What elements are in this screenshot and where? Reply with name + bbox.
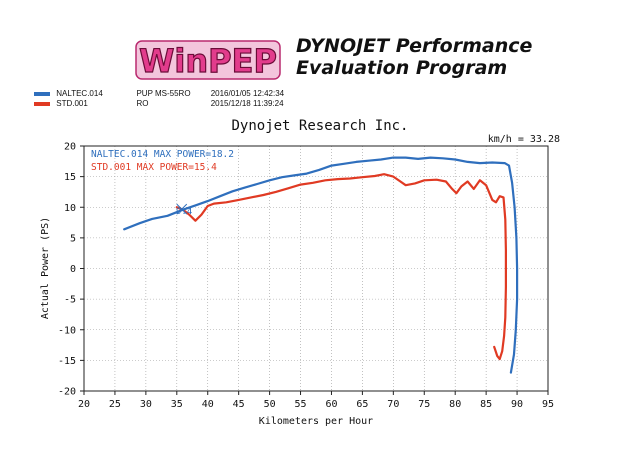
- run-1-date: 2016/01/05: [210, 89, 251, 98]
- program-title-line2: Evaluation Program: [296, 57, 508, 79]
- top-right-readout: km/h = 33.28: [488, 134, 560, 145]
- series-line-naltec-014: [123, 156, 519, 374]
- x-tick-label: 20: [78, 399, 90, 410]
- legend-series-2: STD.001 MAX POWER=15.4: [91, 162, 217, 173]
- x-tick-label: 45: [233, 399, 245, 410]
- logo-badge: [135, 40, 281, 80]
- run-2-description: RO: [136, 99, 149, 108]
- x-tick-label: 90: [511, 399, 523, 410]
- axis-ticks: -20 -15 -10 -5 0 5 10 15 20 20 25 30 35 40 45 50 55 60 65 7…: [58, 142, 554, 411]
- y-tick-label: 5: [70, 233, 76, 244]
- x-tick-label: 25: [109, 399, 121, 410]
- x-tick-label: 95: [542, 399, 554, 410]
- x-axis-label: Kilometers per Hour: [259, 416, 373, 427]
- x-tick-label: 55: [295, 399, 307, 410]
- run-1-file: NALTEC.014: [56, 89, 103, 98]
- y-tick-label: -10: [58, 325, 76, 336]
- run-legend-2: STD.001 RO 2015/12/18 11:39:24: [34, 99, 284, 108]
- y-tick-label: -15: [58, 356, 76, 367]
- x-tick-label: 70: [387, 399, 399, 410]
- series-line-std-001: [175, 173, 507, 361]
- run-1-description: PUP MS-55RO: [136, 89, 191, 98]
- x-tick-label: 65: [356, 399, 368, 410]
- x-tick-label: 50: [264, 399, 276, 410]
- run-1-time: 12:42:34: [252, 89, 285, 98]
- x-tick-label: 80: [449, 399, 461, 410]
- x-tick-label: 35: [171, 399, 183, 410]
- y-tick-label: -5: [64, 295, 76, 306]
- cursor-marker: [176, 203, 188, 215]
- x-tick-label: 30: [140, 399, 152, 410]
- y-axis-label: Actual Power (PS): [40, 217, 51, 319]
- y-tick-label: 0: [70, 264, 76, 275]
- y-tick-label: 15: [64, 172, 76, 183]
- x-tick-label: 60: [325, 399, 337, 410]
- x-tick-label: 85: [480, 399, 492, 410]
- cursor-label: 9.4: [176, 207, 192, 217]
- program-title: DYNOJET Performance Evaluation Program: [296, 35, 532, 79]
- run-2-file: STD.001: [56, 99, 88, 108]
- y-tick-label: 20: [64, 142, 76, 153]
- series-group: [123, 156, 519, 374]
- legend-series-1: NALTEC.014 MAX POWER=18.2: [91, 149, 234, 160]
- y-tick-label: -20: [58, 387, 76, 398]
- run-2-date: 2015/12/18: [210, 99, 251, 108]
- x-tick-label: 40: [202, 399, 214, 410]
- run-legend-1: NALTEC.014 PUP MS-55RO 2016/01/05 12:42:…: [34, 89, 284, 98]
- company-title: Dynojet Research Inc.: [231, 118, 409, 134]
- run-2-time: 11:39:24: [252, 99, 284, 108]
- y-tick-label: 10: [64, 203, 76, 214]
- winpep-logo: WinPEP: [135, 40, 281, 81]
- run-2-swatch: [34, 101, 50, 106]
- grid: [84, 146, 548, 391]
- run-1-swatch: [34, 91, 50, 96]
- logo-text: WinPEP: [139, 42, 277, 80]
- program-title-line1: DYNOJET Performance: [296, 35, 533, 57]
- x-tick-label: 75: [418, 399, 430, 410]
